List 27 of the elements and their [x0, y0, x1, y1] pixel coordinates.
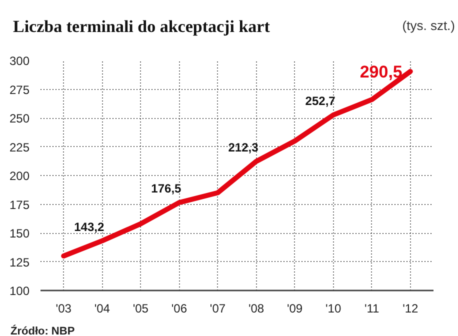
- y-tick-label: 125: [9, 255, 30, 270]
- y-tick-label: 275: [9, 82, 30, 97]
- x-tick-label: '09: [286, 302, 303, 316]
- y-tick-label: 175: [9, 198, 30, 212]
- y-tick-label: 100: [9, 284, 30, 298]
- y-tick-label: 150: [9, 226, 30, 240]
- y-tick-label: 250: [9, 112, 30, 126]
- x-tick-label: '03: [56, 302, 72, 316]
- x-tick-label: '05: [132, 302, 149, 316]
- chart-title: Liczba terminali do akceptacji kart: [13, 16, 270, 38]
- x-tick-label: '07: [210, 302, 226, 316]
- y-tick-label: 225: [9, 140, 30, 154]
- x-tick-label: '11: [364, 302, 380, 316]
- data-label: 143,2: [74, 220, 104, 234]
- x-tick-label: '10: [326, 302, 342, 316]
- data-label: 176,5: [151, 182, 182, 196]
- text: Źródło: NBP: [10, 324, 75, 336]
- y-tick-label: 300: [9, 54, 30, 68]
- data-label: 290,5: [360, 62, 402, 82]
- data-label: 212,3: [228, 140, 259, 154]
- x-tick-label: '04: [94, 302, 110, 316]
- x-tick-label: '08: [248, 302, 264, 316]
- y-axis-title: (tys. szt.): [402, 17, 455, 35]
- x-tick-label: '12: [402, 302, 419, 316]
- data-label: 252,7: [305, 94, 336, 108]
- y-tick-label: 200: [9, 169, 30, 183]
- x-tick-label: '06: [171, 302, 188, 316]
